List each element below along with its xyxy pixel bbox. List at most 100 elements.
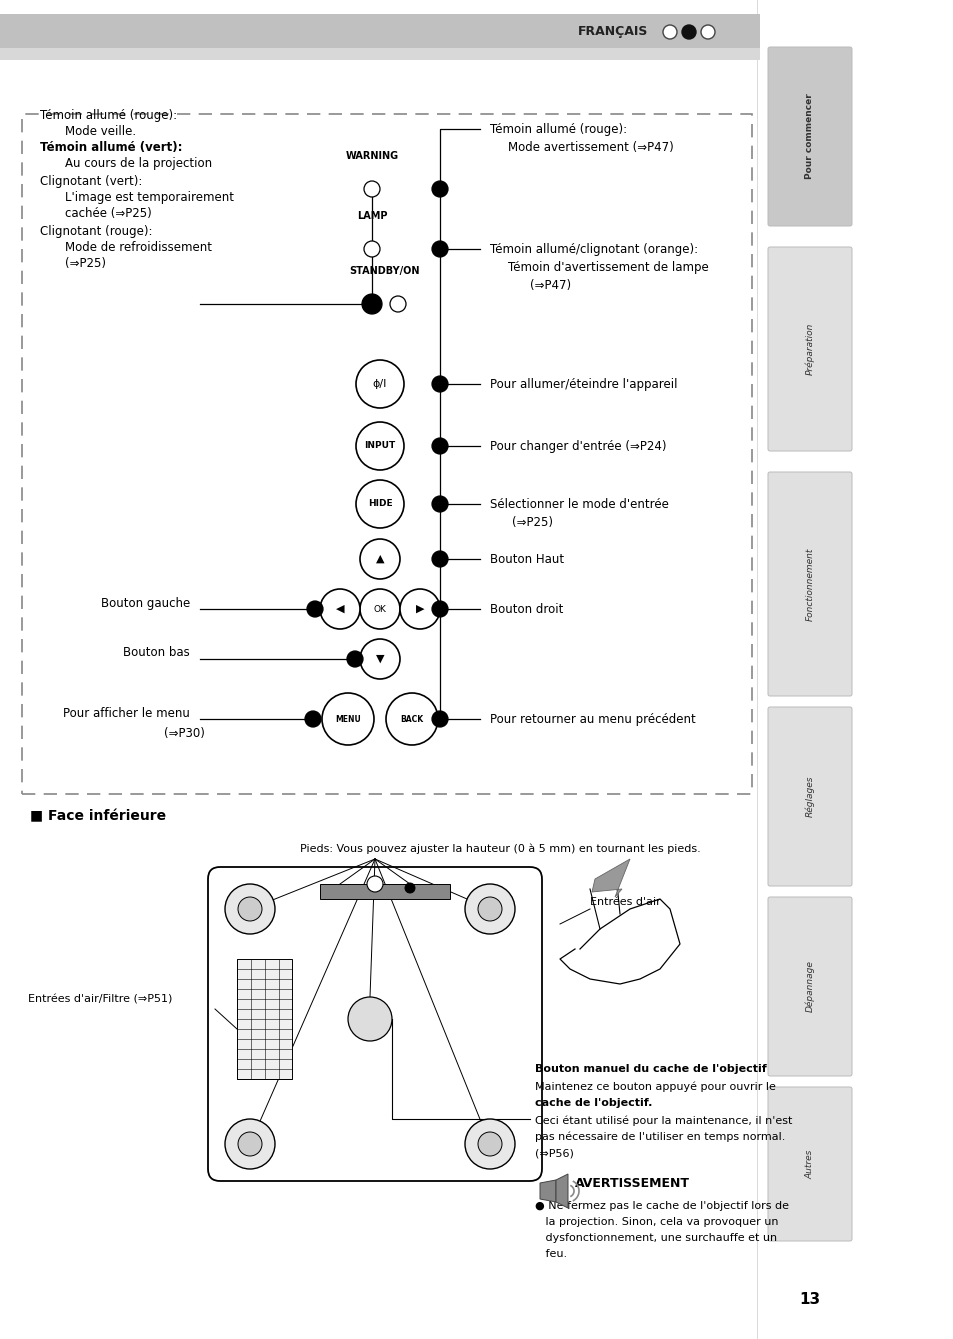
Text: OK: OK [374, 604, 386, 613]
Text: (⇒P30): (⇒P30) [164, 727, 205, 740]
FancyBboxPatch shape [767, 707, 851, 886]
Text: cache de l'objectif.: cache de l'objectif. [535, 1098, 652, 1107]
Text: Entrées d'air: Entrées d'air [589, 897, 660, 907]
Text: Témoin allumé (rouge):: Témoin allumé (rouge): [40, 108, 177, 122]
Polygon shape [556, 1174, 567, 1208]
Text: Bouton Haut: Bouton Haut [490, 553, 563, 566]
Circle shape [386, 694, 437, 744]
Text: Fonctionnement: Fonctionnement [804, 548, 814, 621]
Circle shape [322, 694, 374, 744]
Text: ▲: ▲ [375, 554, 384, 564]
Text: ϕ/I: ϕ/I [373, 379, 387, 390]
Circle shape [355, 479, 403, 528]
Text: ● Ne fermez pas le cache de l'objectif lors de: ● Ne fermez pas le cache de l'objectif l… [535, 1201, 788, 1210]
Text: feu.: feu. [535, 1249, 566, 1259]
Circle shape [432, 241, 448, 257]
Text: INPUT: INPUT [364, 442, 395, 450]
Text: (⇒P25): (⇒P25) [512, 516, 553, 529]
Text: FRANÇAIS: FRANÇAIS [577, 25, 647, 39]
Text: AVERTISSEMENT: AVERTISSEMENT [575, 1177, 689, 1190]
Circle shape [319, 589, 359, 629]
Text: Pour commencer: Pour commencer [804, 94, 814, 179]
Text: Témoin allumé/clignotant (orange):: Témoin allumé/clignotant (orange): [490, 242, 698, 256]
Text: cachée (⇒P25): cachée (⇒P25) [65, 208, 152, 220]
FancyBboxPatch shape [208, 866, 541, 1181]
Circle shape [681, 25, 696, 39]
Text: L'image est temporairement: L'image est temporairement [65, 191, 233, 204]
Circle shape [305, 711, 320, 727]
Circle shape [359, 639, 399, 679]
Text: Dépannage: Dépannage [804, 960, 814, 1012]
Circle shape [662, 25, 677, 39]
Text: HIDE: HIDE [367, 499, 392, 509]
Circle shape [432, 711, 448, 727]
Text: Clignotant (vert):: Clignotant (vert): [40, 175, 142, 187]
Text: Clignotant (rouge):: Clignotant (rouge): [40, 225, 152, 238]
Circle shape [364, 181, 379, 197]
FancyBboxPatch shape [767, 473, 851, 696]
Text: Au cours de la projection: Au cours de la projection [65, 157, 212, 170]
Circle shape [432, 495, 448, 511]
Circle shape [237, 897, 262, 921]
Circle shape [225, 884, 274, 935]
Circle shape [225, 1119, 274, 1169]
Text: dysfonctionnement, une surchauffe et un: dysfonctionnement, une surchauffe et un [535, 1233, 777, 1243]
Text: Témoin allumé (vert):: Témoin allumé (vert): [40, 141, 182, 154]
Bar [236, 959, 292, 1079]
Text: Ceci étant utilisé pour la maintenance, il n'est: Ceci étant utilisé pour la maintenance, … [535, 1115, 792, 1126]
Text: Préparation: Préparation [804, 323, 814, 375]
Text: Sélectionner le mode d'entrée: Sélectionner le mode d'entrée [490, 498, 668, 511]
Text: Témoin allumé (rouge):: Témoin allumé (rouge): [490, 123, 626, 137]
Text: WARNING: WARNING [345, 151, 398, 161]
Text: Réglages: Réglages [804, 775, 814, 817]
Circle shape [432, 181, 448, 197]
Circle shape [432, 438, 448, 454]
Circle shape [307, 601, 323, 617]
Bar [319, 884, 450, 898]
Circle shape [477, 897, 501, 921]
Circle shape [237, 1131, 262, 1156]
Text: Bouton manuel du cache de l'objectif: Bouton manuel du cache de l'objectif [535, 1065, 766, 1074]
Text: Pour afficher le menu: Pour afficher le menu [63, 707, 190, 720]
Circle shape [399, 589, 439, 629]
Text: ▼: ▼ [375, 653, 384, 664]
Bar [22, 114, 751, 794]
Text: (⇒P25): (⇒P25) [65, 257, 106, 270]
Text: Mode avertissement (⇒P47): Mode avertissement (⇒P47) [507, 141, 673, 154]
Text: (⇒P47): (⇒P47) [530, 279, 571, 292]
Bar [0, 48, 760, 60]
Text: Entrées d'air/Filtre (⇒P51): Entrées d'air/Filtre (⇒P51) [28, 994, 172, 1004]
Circle shape [464, 884, 515, 935]
Circle shape [364, 241, 379, 257]
Text: Pieds: Vous pouvez ajuster la hauteur (0 à 5 mm) en tournant les pieds.: Pieds: Vous pouvez ajuster la hauteur (0… [299, 844, 700, 854]
Text: Pour allumer/éteindre l'appareil: Pour allumer/éteindre l'appareil [490, 378, 677, 391]
FancyBboxPatch shape [767, 47, 851, 226]
Circle shape [359, 589, 399, 629]
FancyBboxPatch shape [767, 246, 851, 451]
Text: (⇒P56): (⇒P56) [535, 1149, 574, 1160]
Text: ▶: ▶ [416, 604, 424, 615]
Circle shape [367, 876, 382, 892]
Circle shape [355, 360, 403, 408]
Circle shape [347, 651, 363, 667]
Text: pas nécessaire de l'utiliser en temps normal.: pas nécessaire de l'utiliser en temps no… [535, 1131, 784, 1142]
Text: Maintenez ce bouton appuyé pour ouvrir le: Maintenez ce bouton appuyé pour ouvrir l… [535, 1081, 775, 1091]
Text: LAMP: LAMP [356, 212, 387, 221]
Circle shape [432, 552, 448, 566]
Text: Pour retourner au menu précédent: Pour retourner au menu précédent [490, 712, 695, 726]
Text: Bouton gauche: Bouton gauche [101, 596, 190, 609]
Text: MENU: MENU [335, 715, 360, 723]
Text: Bouton bas: Bouton bas [123, 647, 190, 660]
Text: Bouton droit: Bouton droit [490, 603, 563, 616]
Circle shape [348, 998, 392, 1040]
Text: Témoin d'avertissement de lampe: Témoin d'avertissement de lampe [507, 261, 708, 274]
Polygon shape [592, 860, 629, 897]
Circle shape [464, 1119, 515, 1169]
Bar [0, 13, 760, 50]
Circle shape [477, 1131, 501, 1156]
Text: Mode de refroidissement: Mode de refroidissement [65, 241, 212, 254]
Circle shape [405, 882, 415, 893]
Text: ◀: ◀ [335, 604, 344, 615]
Circle shape [359, 540, 399, 578]
FancyBboxPatch shape [767, 897, 851, 1077]
